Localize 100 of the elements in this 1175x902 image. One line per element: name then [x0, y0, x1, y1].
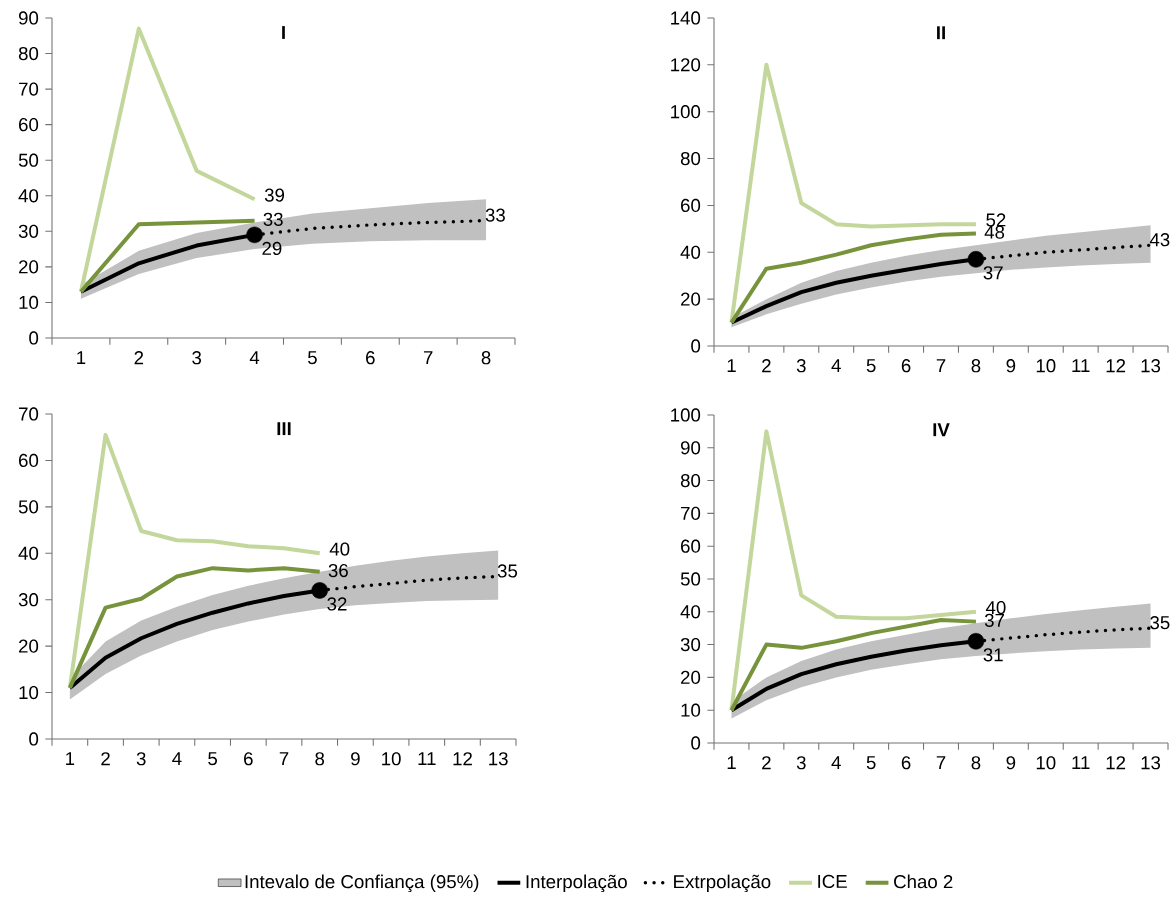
- x-tick-label: 2: [762, 359, 771, 373]
- x-tick-label: 10: [382, 752, 401, 766]
- y-tick-label: 0: [29, 732, 39, 746]
- annotation: 40: [329, 542, 350, 556]
- chart-title: I: [282, 26, 285, 39]
- annotation: 48: [984, 225, 1005, 239]
- annotation: 35: [497, 564, 518, 578]
- y-tick-label: 80: [680, 473, 701, 488]
- x-tick-label: 1: [727, 756, 736, 769]
- y-tick-label: 50: [680, 572, 701, 586]
- y-tick-label: 140: [671, 11, 701, 25]
- x-tick-label: 3: [192, 351, 202, 365]
- x-tick-label: 8: [971, 359, 981, 373]
- legend-label: ICE: [818, 874, 847, 889]
- x-tick-label: 3: [136, 752, 146, 766]
- y-tick-label: 80: [18, 46, 39, 61]
- y-tick-label: 100: [671, 105, 701, 119]
- x-tick-label: 6: [901, 756, 911, 770]
- y-tick-label: 60: [681, 539, 701, 553]
- x-tick-label: 11: [1072, 756, 1090, 769]
- y-tick-label: 10: [19, 295, 39, 310]
- y-tick-label: 60: [19, 118, 39, 132]
- y-tick-label: 10: [19, 685, 39, 700]
- x-tick-label: 12: [1106, 756, 1126, 770]
- y-tick-label: 40: [680, 605, 701, 619]
- x-tick-label: 7: [936, 359, 946, 372]
- x-tick-label: 9: [351, 752, 360, 766]
- x-tick-label: 3: [796, 756, 806, 770]
- x-tick-label: 2: [101, 752, 110, 766]
- y-tick-label: 100: [671, 408, 701, 422]
- line-series: [78, 26, 257, 294]
- annotation: 39: [264, 188, 285, 202]
- x-tick-label: 4: [172, 752, 182, 765]
- y-tick-label: 20: [681, 292, 701, 306]
- x-tick-label: 11: [1072, 359, 1090, 372]
- y-tick-label: 20: [681, 670, 701, 684]
- annotation: 37: [983, 266, 1003, 280]
- x-tick-label: 3: [796, 359, 806, 373]
- line-series: [67, 566, 322, 690]
- annotation: 52: [986, 213, 1006, 227]
- y-tick-label: 90: [18, 11, 39, 25]
- x-tick-label: 7: [423, 351, 433, 364]
- y-tick-label: 70: [681, 506, 701, 520]
- legend-label: Intevalo de Confiança (95%): [245, 874, 479, 893]
- x-tick-label: 13: [489, 752, 508, 766]
- chart-title: III: [277, 422, 291, 436]
- annotation: 29: [262, 241, 282, 256]
- x-tick-label: 4: [831, 359, 841, 372]
- x-tick-label: 6: [244, 752, 253, 766]
- y-tick-label: 0: [29, 331, 39, 345]
- y-tick-label: 40: [18, 189, 39, 203]
- y-tick-label: 50: [18, 153, 39, 167]
- chart-title: IV: [933, 423, 950, 437]
- x-tick-label: 2: [762, 756, 771, 770]
- y-tick-label: 60: [19, 453, 39, 468]
- line-series: [78, 218, 257, 294]
- y-tick-label: 40: [18, 546, 39, 560]
- y-tick-label: 90: [680, 441, 701, 455]
- x-tick-label: 10: [1036, 359, 1056, 373]
- x-tick-label: 4: [249, 351, 260, 364]
- annotation: 36: [328, 563, 348, 578]
- x-tick-label: 12: [1106, 359, 1126, 373]
- x-tick-label: 13: [1141, 359, 1161, 373]
- y-tick-label: 70: [19, 82, 39, 96]
- annotation: 31: [983, 648, 1003, 662]
- y-tick-label: 10: [681, 703, 701, 717]
- x-tick-label: 5: [866, 756, 876, 770]
- y-tick-label: 120: [671, 58, 701, 72]
- y-tick-label: 20: [19, 639, 39, 653]
- x-tick-label: 9: [1006, 359, 1016, 373]
- y-tick-label: 60: [681, 198, 701, 213]
- x-tick-label: 1: [727, 359, 736, 372]
- annotation: 32: [327, 597, 347, 611]
- legend-label: Interpolação: [526, 874, 627, 893]
- y-tick-label: 20: [19, 260, 39, 274]
- annotation: 40: [985, 600, 1006, 615]
- y-tick-label: 0: [691, 339, 701, 353]
- x-tick-label: 1: [77, 351, 86, 364]
- legend-label: Chao 2: [894, 874, 953, 889]
- chart-title: II: [937, 26, 945, 40]
- x-tick-label: 5: [866, 359, 876, 373]
- x-tick-label: 9: [1006, 756, 1016, 770]
- x-tick-label: 8: [481, 351, 491, 365]
- x-tick-label: 11: [418, 752, 436, 765]
- y-tick-label: 80: [680, 151, 701, 166]
- x-tick-label: 1: [66, 752, 75, 765]
- x-tick-label: 8: [315, 752, 325, 766]
- x-tick-label: 5: [208, 752, 218, 766]
- x-tick-label: 7: [936, 756, 946, 769]
- y-tick-label: 70: [19, 407, 39, 421]
- x-tick-label: 8: [971, 756, 981, 770]
- x-tick-label: 7: [279, 752, 289, 765]
- x-tick-label: 10: [1036, 756, 1056, 770]
- y-tick-label: 50: [18, 500, 39, 514]
- y-tick-label: 30: [18, 593, 39, 607]
- x-tick-label: 4: [831, 756, 841, 769]
- y-tick-label: 40: [680, 245, 701, 259]
- annotation: 35: [1150, 616, 1170, 630]
- x-tick-label: 12: [453, 752, 472, 766]
- annotation: 33: [485, 208, 505, 222]
